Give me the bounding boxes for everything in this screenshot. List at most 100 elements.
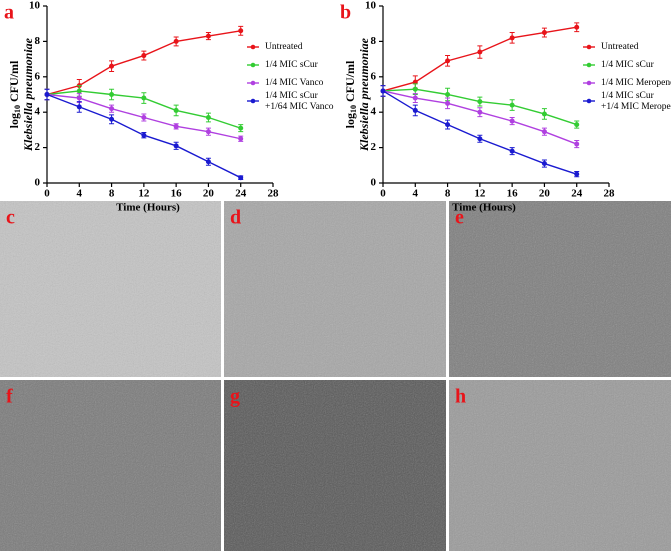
data-point	[109, 116, 115, 122]
data-point	[574, 24, 580, 30]
data-point	[238, 28, 244, 34]
series-line	[382, 26, 577, 92]
data-point	[541, 129, 547, 135]
y-axis-label-part: log	[343, 113, 357, 128]
legend-marker	[250, 62, 256, 68]
x-axis-label: Time (Hours)	[116, 202, 180, 214]
data-point	[477, 99, 483, 105]
x-tick-label: 28	[604, 188, 616, 200]
y-axis-label-part: CFU/ml	[7, 60, 21, 105]
legend-label-line: 1/4 MIC sCur	[265, 91, 319, 101]
micrograph-texture	[0, 380, 221, 551]
legend-marker	[250, 44, 256, 50]
data-point	[574, 141, 580, 147]
data-point	[509, 118, 515, 124]
x-axis-label: Time (Hours)	[452, 202, 516, 214]
y-axis-label: log10 CFU/ml	[343, 60, 358, 128]
x-tick-label: 20	[539, 188, 551, 200]
x-tick-label: 4	[77, 188, 83, 200]
data-point	[412, 86, 418, 92]
data-point	[44, 92, 50, 97]
x-tick-label: 0	[380, 188, 386, 200]
legend-label-line: 1/4 MIC sCur	[601, 91, 655, 101]
y-tick-label: 2	[371, 141, 377, 153]
panel-label: c	[6, 207, 15, 229]
x-tick-label: 16	[171, 188, 183, 200]
data-point	[445, 122, 451, 128]
y-tick-label: 10	[29, 0, 41, 12]
data-point	[141, 115, 147, 121]
legend-label-line: +1/4 MIC Meropenem	[601, 102, 671, 112]
legend-label: 1/4 MIC sCur+1/4 MIC Meropenem	[601, 91, 671, 112]
data-point	[380, 88, 386, 94]
series-line	[46, 30, 241, 96]
legend-marker	[586, 80, 592, 86]
data-point	[109, 106, 115, 112]
legend-label: Untreated	[265, 42, 303, 52]
y-tick-label: 4	[35, 106, 41, 118]
y-axis-label-part: 10	[13, 105, 22, 113]
data-point	[412, 107, 418, 113]
data-point	[574, 122, 580, 128]
x-tick-label: 24	[235, 188, 247, 200]
y-tick-label: 8	[35, 35, 41, 47]
legend-marker	[586, 62, 592, 68]
data-point	[445, 58, 451, 64]
data-point	[412, 79, 418, 85]
data-point	[173, 107, 179, 113]
micrograph-texture	[224, 380, 446, 551]
data-point	[541, 161, 547, 167]
x-tick-label: 16	[507, 188, 519, 200]
data-point	[509, 35, 515, 41]
legend-marker	[250, 98, 256, 104]
legend-label: 1/4 MIC sCur	[601, 60, 655, 70]
y-tick-label: 10	[365, 0, 377, 12]
legend-marker	[586, 98, 592, 104]
y-tick-label: 6	[35, 70, 41, 82]
legend-label: 1/4 MIC sCur +1/64 MIC Vanco	[265, 91, 334, 112]
x-tick-label: 4	[413, 188, 419, 200]
legend-label: 1/4 MIC Meropenem	[601, 78, 671, 88]
x-tick-label: 20	[203, 188, 215, 200]
x-tick-label: 12	[138, 188, 150, 200]
y-axis-species: Klebsiella pneumoniae	[357, 37, 371, 152]
y-tick-label: 6	[371, 70, 377, 82]
data-point	[541, 111, 547, 117]
y-tick-label: 2	[35, 141, 41, 153]
data-point	[141, 95, 147, 101]
data-point	[173, 143, 179, 149]
micrograph-texture	[0, 201, 221, 377]
y-axis-label-part: 10	[349, 105, 358, 113]
y-axis-label: log10 CFU/ml	[7, 60, 22, 128]
data-point	[173, 38, 179, 44]
data-point	[109, 63, 115, 69]
panel-label: a	[4, 2, 14, 24]
data-point	[477, 109, 483, 115]
panel-label: d	[230, 207, 241, 229]
panel-label: h	[455, 386, 466, 408]
x-tick-label: 8	[109, 188, 115, 200]
y-tick-label: 0	[371, 177, 377, 189]
data-point	[541, 30, 547, 36]
data-point	[238, 125, 244, 131]
data-point	[238, 175, 244, 181]
data-point	[238, 136, 244, 142]
data-point	[477, 49, 483, 55]
data-point	[445, 92, 451, 97]
x-tick-label: 8	[445, 188, 451, 200]
data-point	[412, 95, 418, 101]
panel-label: f	[6, 386, 13, 408]
data-point	[205, 159, 211, 165]
legend-label: Untreated	[601, 42, 639, 52]
x-tick-label: 28	[268, 188, 280, 200]
y-axis-species: Klebsiella pneumoniae	[21, 37, 35, 152]
data-point	[205, 33, 211, 39]
legend-marker	[586, 44, 592, 50]
legend-label: 1/4 MIC Vanco	[265, 78, 324, 88]
y-axis-label-part: CFU/ml	[343, 60, 357, 105]
series-line	[382, 88, 577, 126]
legend-label-line: +1/64 MIC Vanco	[265, 102, 334, 112]
micrograph-texture	[449, 380, 671, 551]
